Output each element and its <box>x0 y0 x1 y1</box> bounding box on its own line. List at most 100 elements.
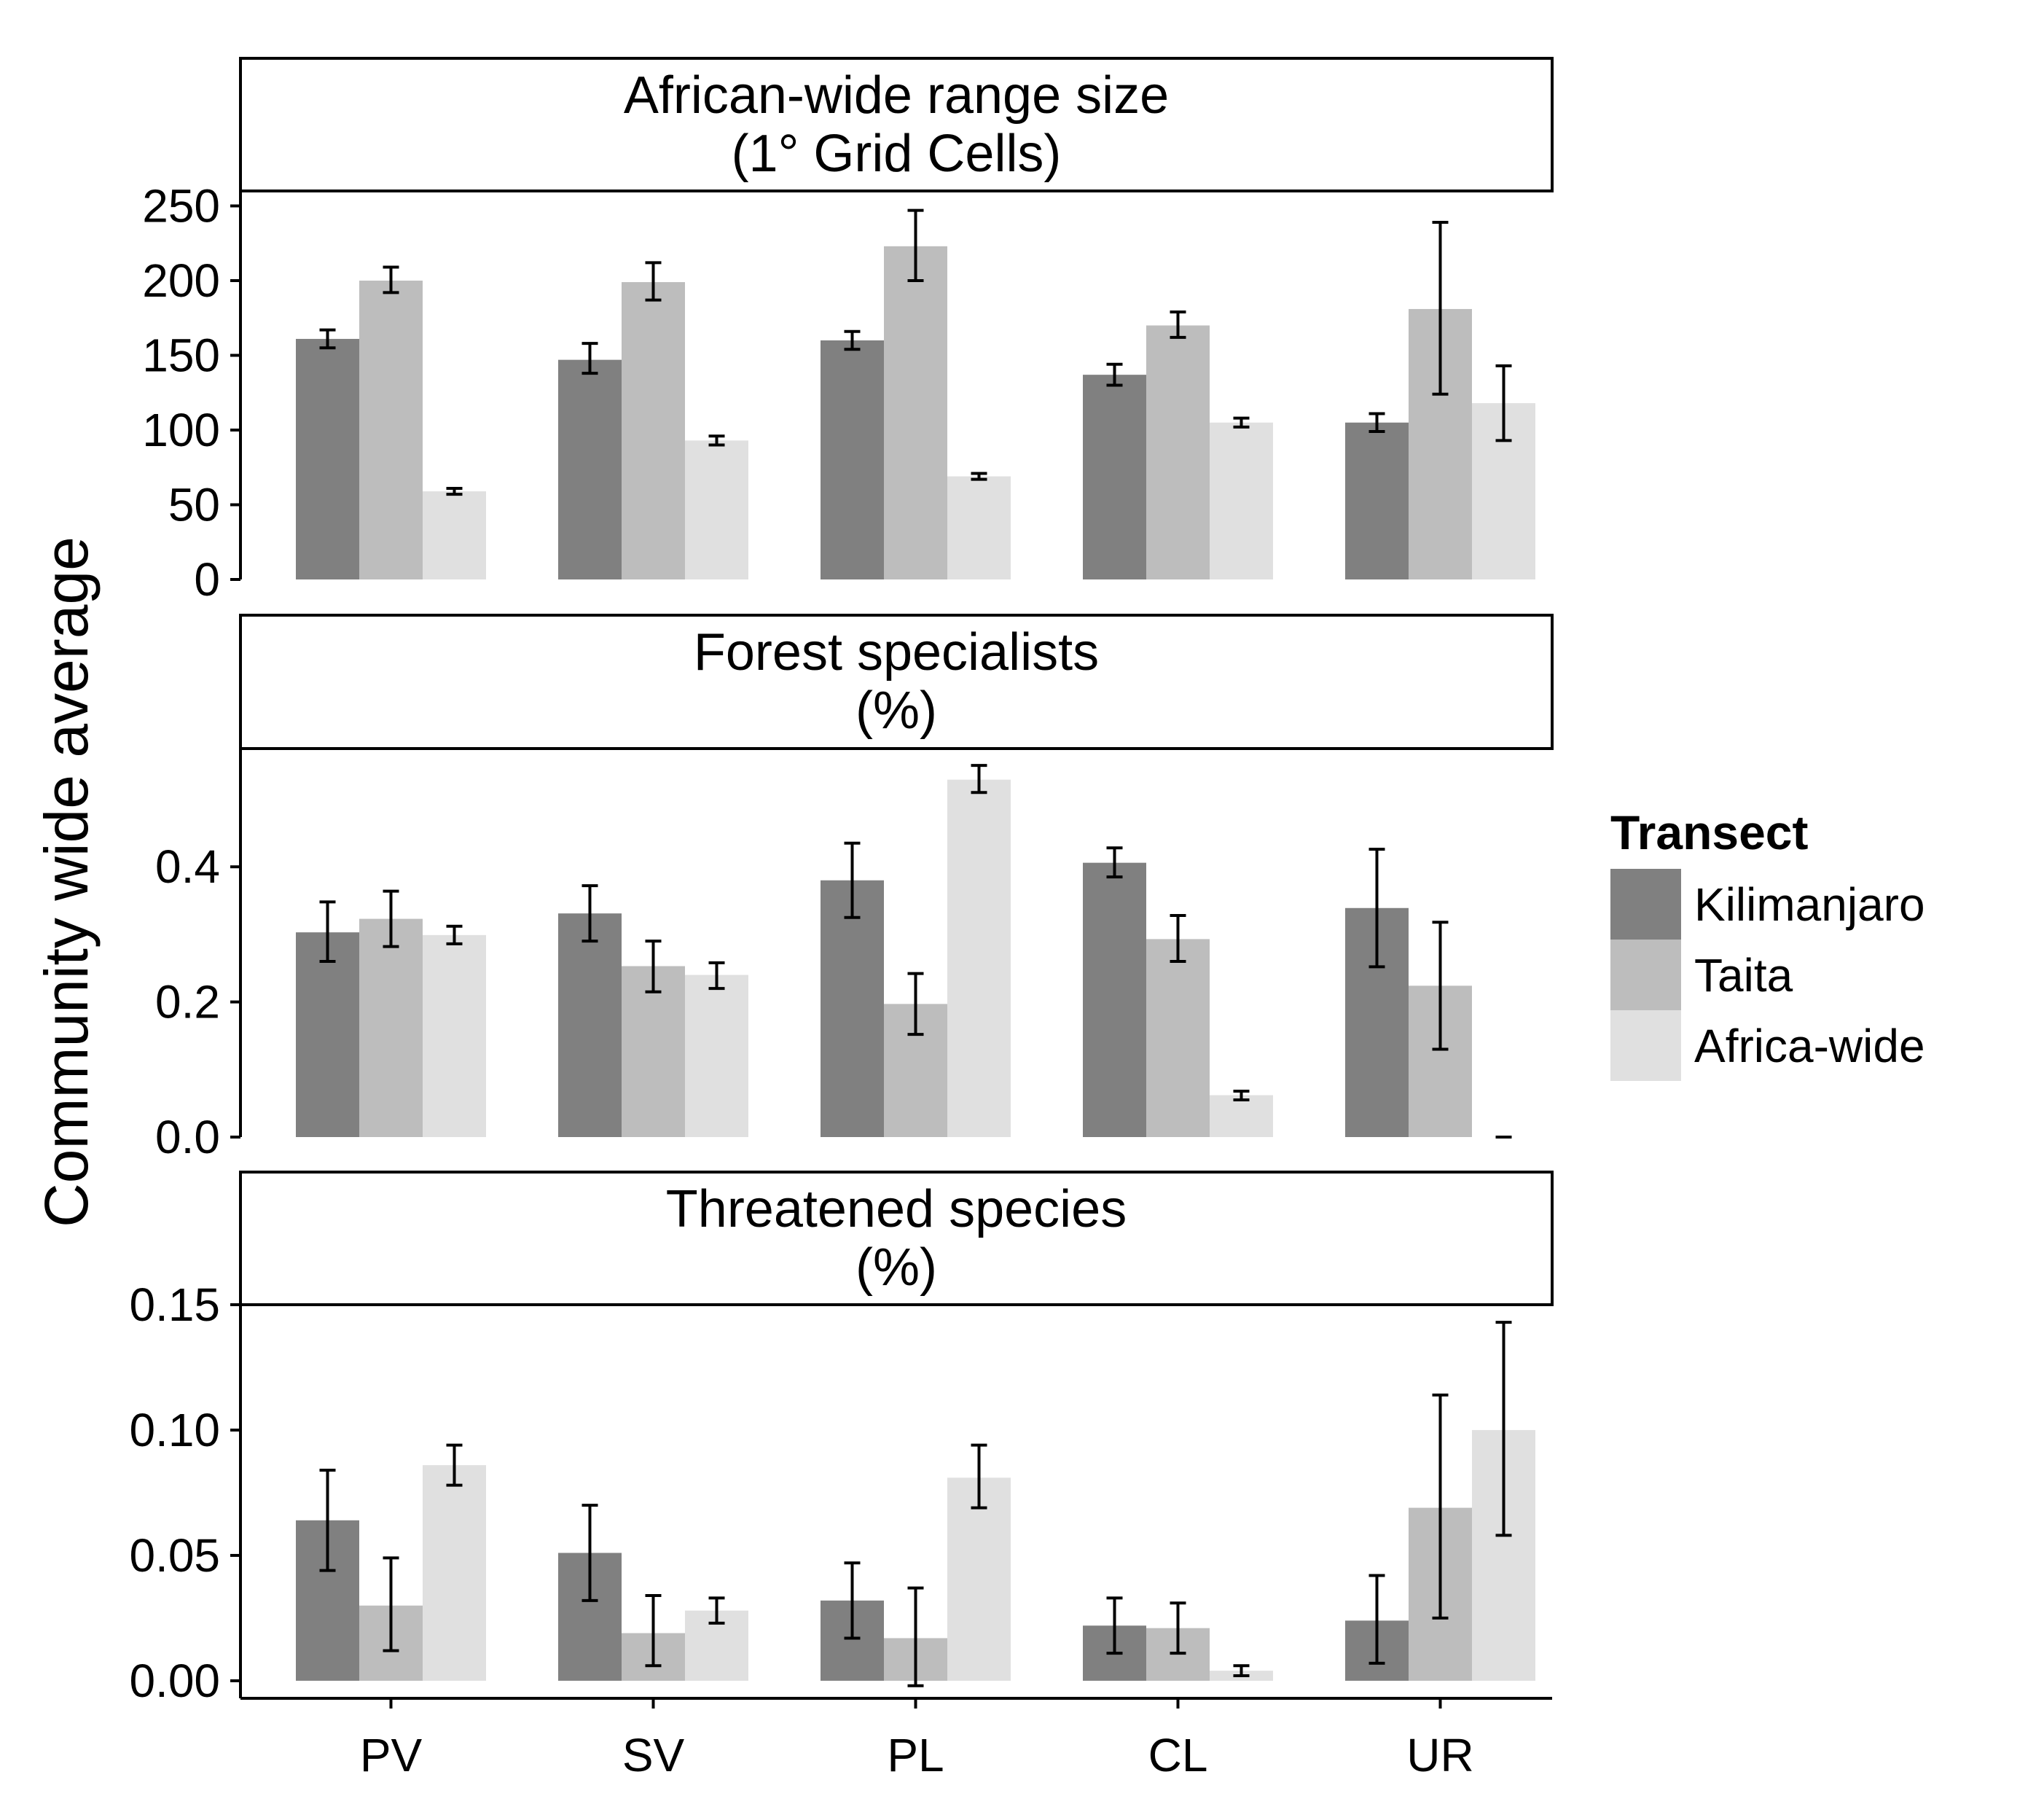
y-axis-title: Community wide average <box>32 536 101 1227</box>
legend-key-africa-wide <box>1610 1010 1681 1081</box>
panel-threatened-species: Threatened species(%) 0.00 0.05 0.10 0.15 <box>129 1171 1554 1707</box>
bar-kilimanjaro-cl <box>1083 862 1146 1137</box>
x-tick-label-ur: UR <box>1406 1729 1473 1781</box>
error-bar-kilimanjaro-ur <box>1368 848 1385 969</box>
bar-africa-wide-pv <box>423 1465 486 1681</box>
bar-africa-wide-pl <box>947 476 1011 579</box>
bar-africa-wide-sv <box>685 440 748 579</box>
error-bar-taita-pl <box>907 208 924 282</box>
bar-africa-wide-pv <box>423 491 486 579</box>
y-tick-label: 0.0 <box>155 1111 220 1163</box>
legend: Transect Kilimanjaro Taita Africa-wide <box>1610 805 1925 1081</box>
y-tick-label: 0.05 <box>129 1529 220 1582</box>
error-bar-africa-wide-pl <box>971 764 987 794</box>
error-bar-taita-ur <box>1432 221 1449 396</box>
error-bar-africa-wide-cl <box>1233 1664 1250 1678</box>
y-tick-label: 0.2 <box>155 976 220 1028</box>
error-bar-taita-pv <box>383 1556 399 1652</box>
strip-title-line2: (1° Grid Cells) <box>732 125 1062 183</box>
strip-title-line1: African-wide range size <box>624 66 1169 125</box>
bar-kilimanjaro-pv <box>296 932 359 1137</box>
error-bar-africa-wide-cl <box>1233 416 1250 429</box>
error-bar-taita-ur <box>1432 1393 1449 1620</box>
strip-title-line2: (%) <box>855 1238 937 1297</box>
error-bar-africa-wide-sv <box>708 434 725 447</box>
y-tick-label: 0.10 <box>129 1404 220 1456</box>
bar-kilimanjaro-sv <box>558 913 622 1137</box>
x-tick-label-pl: PL <box>887 1729 944 1781</box>
error-bar-africa-wide-sv <box>708 1596 725 1625</box>
y-tick-label: 100 <box>142 404 220 456</box>
panel-forest-specialists: Forest specialists(%) 0.0 0.2 0.4 <box>155 614 1554 1163</box>
error-bar-kilimanjaro-pv <box>319 328 336 350</box>
error-bar-kilimanjaro-cl <box>1106 846 1123 879</box>
panel-african-wide-range-size: African-wide range size(1° Grid Cells) 0 5… <box>142 57 1554 606</box>
y-tick-label: 0.00 <box>129 1655 220 1707</box>
bar-taita-pl <box>884 246 947 579</box>
bar-taita-cl <box>1146 939 1210 1137</box>
strip-title-line1: Forest specialists <box>694 623 1099 682</box>
error-bar-kilimanjaro-pv <box>319 1469 336 1572</box>
error-bar-kilimanjaro-cl <box>1106 362 1123 387</box>
bar-africa-wide-cl <box>1210 422 1273 579</box>
legend-items: Kilimanjaro Taita Africa-wide <box>1610 869 1925 1081</box>
bar-taita-pv <box>359 281 423 579</box>
bar-africa-wide-sv <box>685 975 748 1137</box>
error-bar-kilimanjaro-pl <box>844 1561 861 1640</box>
strip-title-line1: Threatened species <box>666 1180 1127 1238</box>
bar-africa-wide-pl <box>947 1477 1011 1681</box>
bar-kilimanjaro-sv <box>558 359 622 579</box>
bar-kilimanjaro-pl <box>821 880 884 1137</box>
error-bar-kilimanjaro-sv <box>582 1504 598 1602</box>
error-bar-africa-wide-ur <box>1495 364 1512 442</box>
error-bar-africa-wide-cl <box>1233 1089 1250 1102</box>
legend-label-taita: Taita <box>1694 949 1793 1001</box>
strip-box <box>239 57 1554 192</box>
y-tick-label: 200 <box>142 254 220 307</box>
y-tick-label: 0 <box>194 553 220 606</box>
y-tick-label: 50 <box>168 479 220 531</box>
error-bar-africa-wide-ur <box>1495 1321 1512 1537</box>
error-bar-taita-pv <box>383 889 399 948</box>
error-bar-africa-wide-pv <box>446 1443 463 1487</box>
error-bar-kilimanjaro-sv <box>582 884 598 943</box>
bar-taita-pv <box>359 918 423 1137</box>
error-bar-africa-wide-pv <box>446 486 463 496</box>
legend-label-africa-wide: Africa-wide <box>1694 1020 1925 1072</box>
legend-title: Transect <box>1610 805 1808 859</box>
legend-key-taita <box>1610 940 1681 1010</box>
x-axis-ticks: PV SV PL CL UR <box>360 1698 1474 1781</box>
error-bar-kilimanjaro-cl <box>1106 1596 1123 1655</box>
error-bar-taita-pl <box>907 1586 924 1687</box>
error-bar-africa-wide-sv <box>708 961 725 991</box>
error-bar-taita-pl <box>907 972 924 1036</box>
bar-africa-wide-cl <box>1210 1095 1273 1137</box>
bar-kilimanjaro-pv <box>296 338 359 579</box>
error-bar-taita-ur <box>1432 921 1449 1051</box>
error-bar-taita-sv <box>645 940 662 993</box>
error-bar-taita-pv <box>383 265 399 294</box>
strip-title-line2: (%) <box>855 682 937 740</box>
legend-key-kilimanjaro <box>1610 869 1681 940</box>
bar-kilimanjaro-ur <box>1345 422 1409 579</box>
strip-box <box>239 614 1554 750</box>
y-tick-label: 250 <box>142 180 220 233</box>
bar-kilimanjaro-pl <box>821 340 884 579</box>
bar-taita-sv <box>622 966 685 1137</box>
bar-africa-wide-pv <box>423 934 486 1137</box>
error-bar-taita-cl <box>1170 1601 1186 1655</box>
x-tick-label-sv: SV <box>622 1729 685 1781</box>
bar-kilimanjaro-cl <box>1083 375 1146 579</box>
error-bar-africa-wide-pv <box>446 924 463 945</box>
error-bar-taita-cl <box>1170 913 1186 963</box>
error-bar-kilimanjaro-pl <box>844 329 861 351</box>
error-bar-taita-cl <box>1170 311 1186 339</box>
error-bar-africa-wide-pl <box>971 1443 987 1510</box>
error-bar-kilimanjaro-ur <box>1368 1574 1385 1665</box>
x-tick-label-pv: PV <box>360 1729 423 1781</box>
error-bar-kilimanjaro-pl <box>844 841 861 919</box>
y-tick-label: 0.15 <box>129 1278 220 1331</box>
y-tick-label: 150 <box>142 329 220 382</box>
error-bar-africa-wide-pl <box>971 472 987 481</box>
